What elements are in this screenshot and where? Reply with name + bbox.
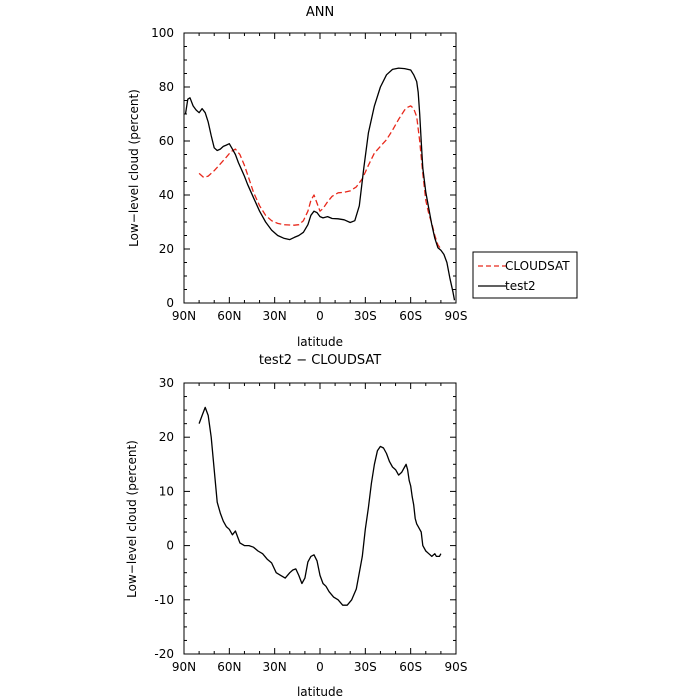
x-tick-label: 60N <box>217 309 241 323</box>
plot-lines <box>184 67 456 301</box>
x-tick-label: 0 <box>316 660 324 674</box>
x-tick-label: 90N <box>172 309 196 323</box>
y-axis-label: Low−level cloud (percent) <box>125 440 139 598</box>
axis-ticks <box>183 32 457 304</box>
chart-panel-ann: ANN 90N 60N 30N 0 30S 60S 90S 0 20 40 60 80 100 lati… <box>127 5 467 349</box>
y-tick-label: 40 <box>159 188 174 202</box>
y-tick-label: 100 <box>151 26 174 40</box>
y-tick-label: 30 <box>159 376 174 390</box>
x-tick-label: 30N <box>263 309 287 323</box>
series-line-difference <box>198 406 442 606</box>
y-tick-label: 20 <box>159 430 174 444</box>
series-line-test2 <box>184 67 456 301</box>
x-tick-label: 30N <box>263 660 287 674</box>
y-axis-label: Low−level cloud (percent) <box>127 89 141 247</box>
y-tick-label: -10 <box>154 593 174 607</box>
x-tick-label: 30S <box>354 309 377 323</box>
x-tick-label: 0 <box>316 309 324 323</box>
axis-ticks <box>183 382 457 655</box>
x-tick-label: 90S <box>445 660 468 674</box>
legend-box <box>472 251 578 299</box>
x-axis-label: latitude <box>297 335 343 349</box>
chart-title: ANN <box>306 5 334 20</box>
y-tick-label: -20 <box>154 647 174 661</box>
plot-lines <box>198 406 442 606</box>
legend-label-test2: test2 <box>505 279 536 293</box>
x-tick-label: 30S <box>354 660 377 674</box>
y-tick-label: 60 <box>159 134 174 148</box>
x-axis-label: latitude <box>297 685 343 699</box>
tick-labels: 90N 60N 30N 0 30S 60S 90S -20 -10 0 10 20 30 <box>154 376 467 674</box>
y-tick-label: 80 <box>159 80 174 94</box>
plot-frame <box>183 32 457 304</box>
x-tick-label: 60S <box>399 309 422 323</box>
x-tick-label: 90N <box>172 660 196 674</box>
tick-labels: 90N 60N 30N 0 30S 60S 90S 0 20 40 60 80 100 <box>151 26 467 323</box>
legend: CLOUDSAT test2 <box>472 251 578 299</box>
x-tick-label: 60N <box>217 660 241 674</box>
series-line-cloudsat <box>198 105 442 250</box>
y-tick-label: 0 <box>166 539 174 553</box>
y-tick-label: 20 <box>159 242 174 256</box>
x-tick-label: 90S <box>445 309 468 323</box>
chart-panel-difference: test2 − CLOUDSAT 90N 60N 30N 0 30S 60S 90S -20 -… <box>125 353 467 699</box>
y-tick-label: 10 <box>159 484 174 498</box>
chart-title: test2 − CLOUDSAT <box>259 353 381 368</box>
legend-label-cloudsat: CLOUDSAT <box>505 259 570 273</box>
y-tick-label: 0 <box>166 296 174 310</box>
x-tick-label: 60S <box>399 660 422 674</box>
